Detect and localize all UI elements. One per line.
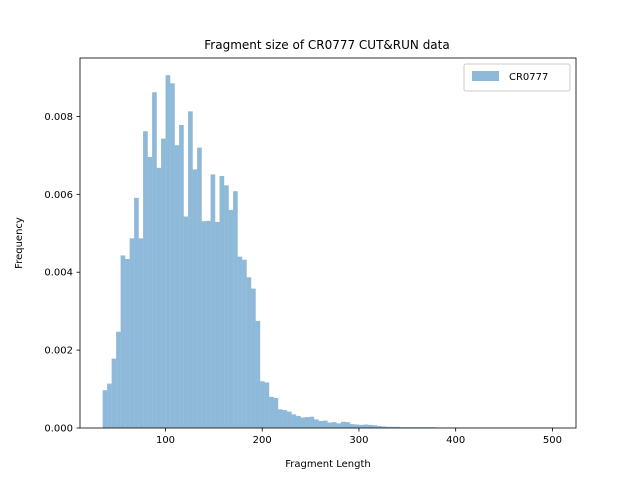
- histogram-bar: [107, 383, 112, 428]
- histogram-bar: [147, 156, 153, 428]
- histogram-bar: [385, 426, 391, 428]
- histogram-bar: [233, 191, 238, 428]
- histogram-bar: [287, 411, 292, 428]
- y-tick-label: 0.008: [44, 112, 73, 123]
- histogram-bar: [120, 255, 126, 428]
- histogram-bar: [282, 410, 288, 428]
- histogram-bar: [111, 358, 117, 428]
- x-tick-label: 400: [446, 435, 465, 446]
- histogram-bar: [197, 147, 202, 428]
- histogram-bar: [359, 424, 364, 428]
- x-tick-label: 100: [156, 435, 175, 446]
- histogram-bar: [165, 75, 171, 428]
- histogram-bar: [305, 417, 310, 428]
- x-axis-label: Fragment Length: [285, 459, 370, 470]
- y-tick-label: 0.002: [44, 346, 73, 357]
- plot-frame: [79, 57, 577, 429]
- histogram-bar: [390, 426, 396, 428]
- histogram-bar: [314, 419, 319, 428]
- legend-swatch: [472, 71, 499, 81]
- bars-group: [102, 75, 553, 429]
- histogram-bar: [228, 209, 234, 428]
- histogram-bar: [183, 216, 189, 428]
- x-tick-label: 200: [253, 435, 272, 446]
- histogram-bar: [188, 111, 193, 429]
- histogram-bar: [224, 185, 229, 428]
- histogram-bar: [255, 320, 261, 428]
- histogram-bar: [143, 131, 148, 428]
- histogram-bar: [192, 169, 198, 428]
- histogram-bar: [269, 396, 274, 428]
- histogram-bar: [152, 92, 157, 429]
- histogram-bar: [381, 426, 387, 428]
- histogram-bar: [368, 424, 373, 428]
- histogram-bar: [138, 238, 144, 428]
- histogram-bar: [174, 145, 180, 429]
- x-tick-label: 500: [543, 435, 562, 446]
- histogram-bar: [345, 422, 351, 428]
- histogram-bar: [372, 425, 378, 428]
- histogram-bar: [341, 421, 346, 428]
- histogram-bar: [210, 174, 216, 428]
- histogram-bar: [296, 415, 301, 428]
- histogram-bar: [394, 426, 400, 428]
- histogram-bar: [350, 424, 355, 428]
- y-tick-label: 0.006: [44, 190, 73, 201]
- histogram-bar: [273, 398, 279, 428]
- x-tick-label: 300: [349, 435, 368, 446]
- chart-title: Fragment size of CR0777 CUT&RUN data: [204, 38, 449, 52]
- histogram-bar: [206, 220, 211, 428]
- histogram-bar: [278, 409, 283, 428]
- histogram-bar: [179, 124, 184, 429]
- legend: CR0777: [463, 63, 571, 92]
- histogram-bar: [215, 221, 220, 428]
- histogram-bar: [246, 277, 252, 428]
- histogram-bar: [237, 256, 243, 428]
- y-axis-ticks: 0.000 0.002 0.004 0.006 0.008: [44, 112, 80, 435]
- legend-box: [463, 63, 571, 92]
- histogram-bar: [318, 420, 324, 428]
- histogram-bar: [102, 390, 108, 428]
- histogram-bar: [129, 238, 135, 428]
- histogram-bar: [170, 83, 175, 428]
- histogram-bar: [251, 288, 256, 428]
- histogram-bar: [161, 138, 166, 428]
- histogram-bar: [327, 422, 333, 428]
- histogram-bar: [309, 416, 315, 428]
- histogram-bar: [116, 331, 121, 428]
- y-tick-label: 0.004: [44, 268, 73, 279]
- histogram-bar: [156, 167, 162, 428]
- histogram-bar: [336, 423, 342, 428]
- histogram-bar: [260, 381, 265, 428]
- histogram-bar: [354, 424, 360, 428]
- histogram-bar: [363, 424, 369, 428]
- histogram-bar: [323, 420, 328, 428]
- histogram-bar: [125, 258, 130, 428]
- histogram-bar: [300, 417, 306, 428]
- histogram-bar: [376, 426, 382, 428]
- y-tick-label: 0.000: [44, 424, 73, 435]
- histogram-bar: [291, 414, 297, 428]
- histogram-bar: [219, 176, 225, 428]
- histogram-bar: [201, 221, 207, 428]
- y-axis-label: Frequency: [14, 217, 25, 269]
- histogram-bar: [134, 197, 139, 428]
- histogram-bar: [242, 259, 247, 428]
- x-axis-ticks: 100 200 300 400 500: [156, 428, 562, 446]
- legend-label: CR0777: [509, 72, 548, 83]
- histogram-bar: [332, 422, 337, 428]
- histogram-bar: [264, 382, 270, 428]
